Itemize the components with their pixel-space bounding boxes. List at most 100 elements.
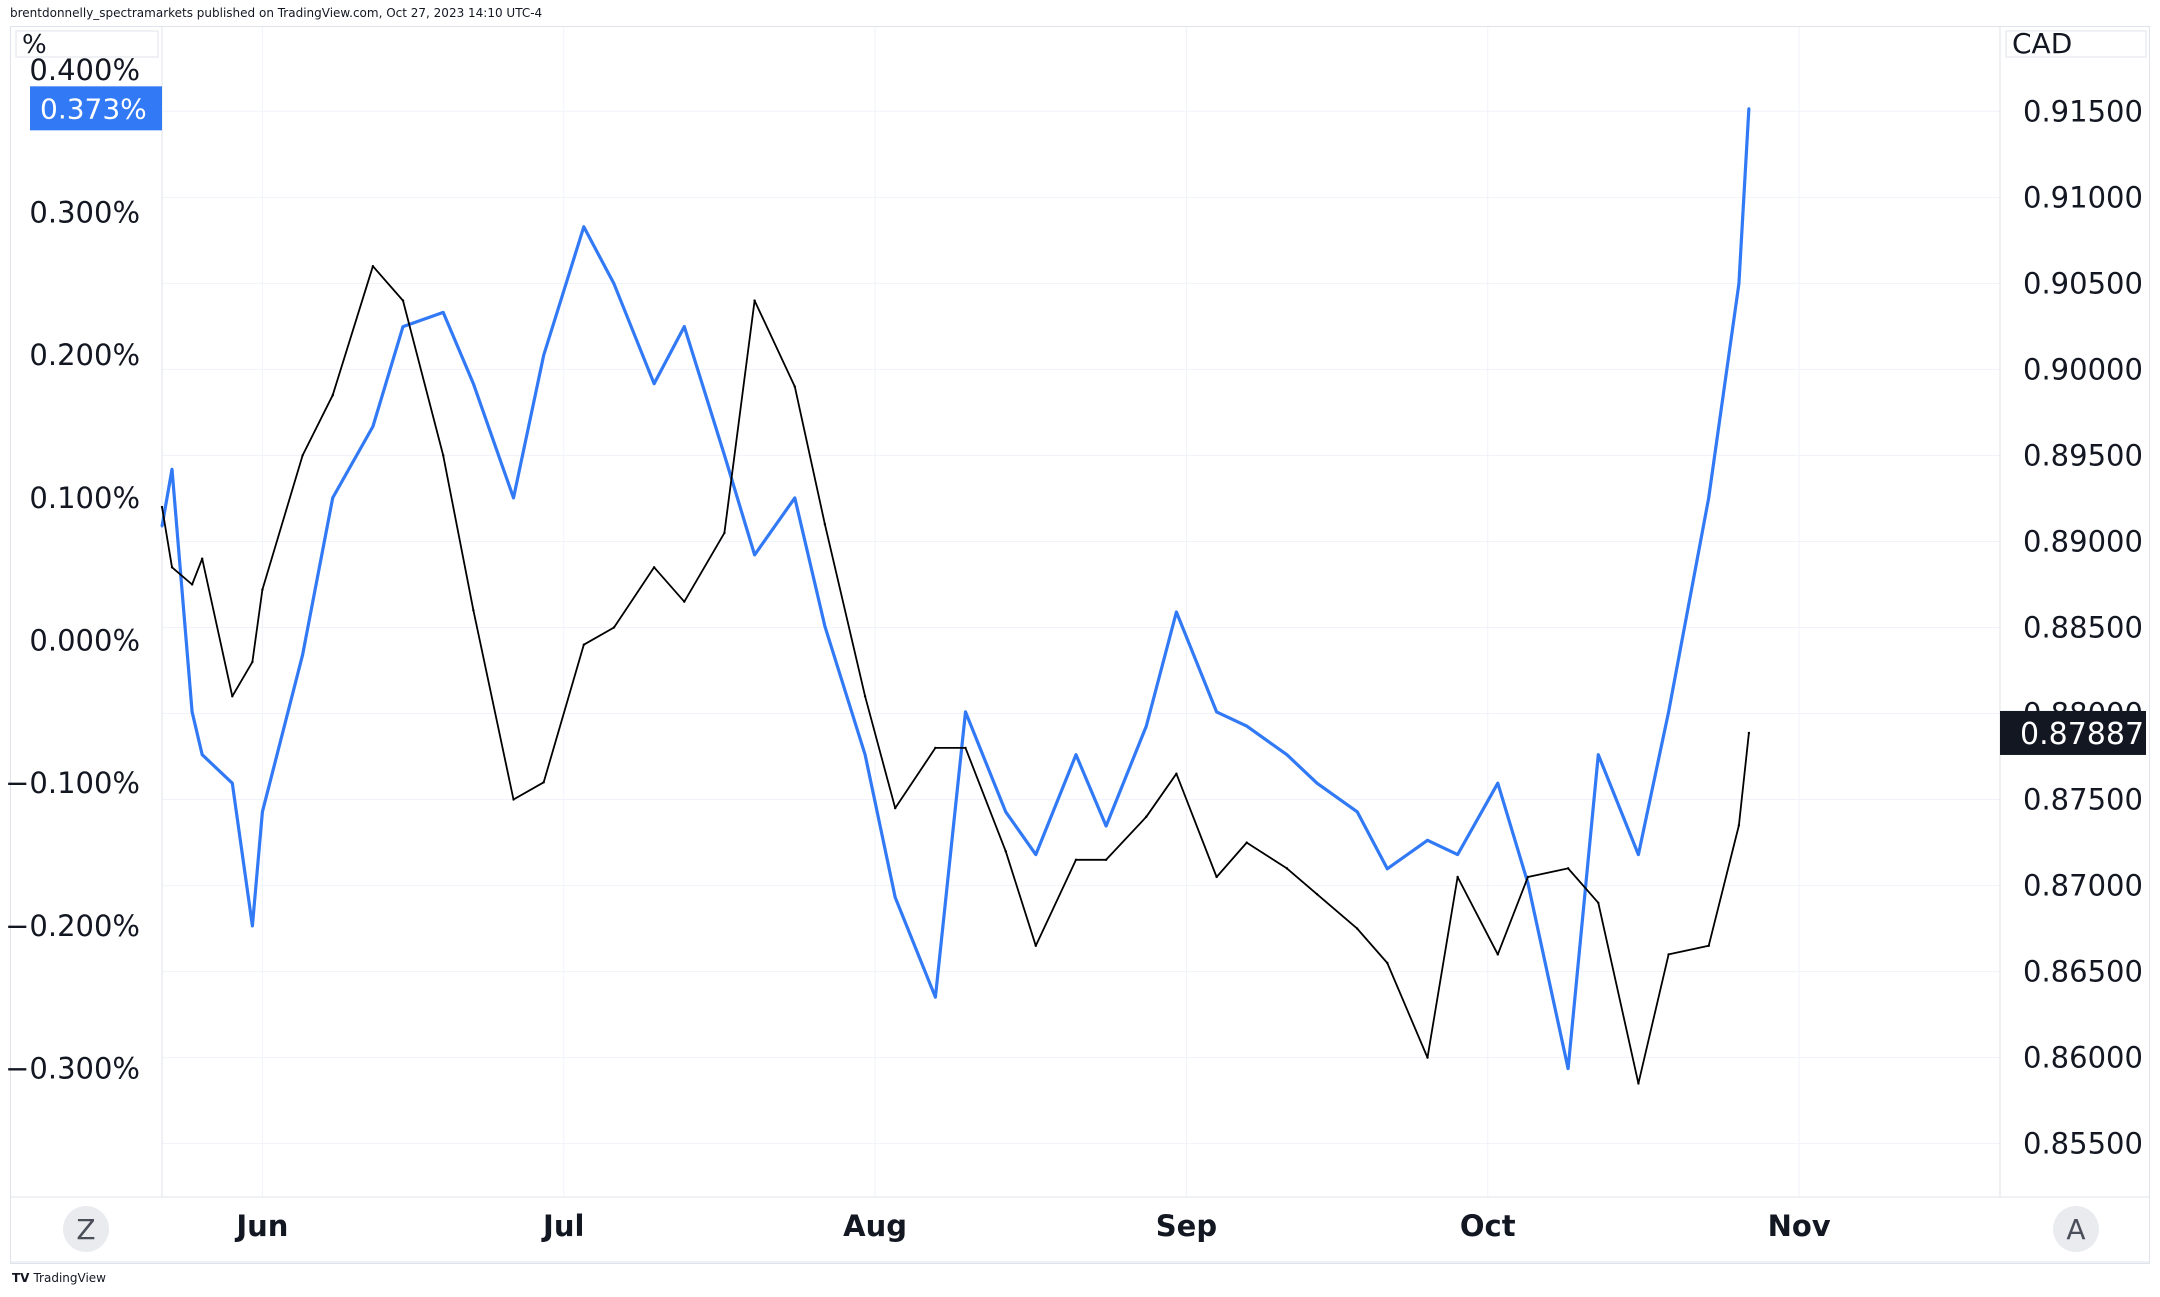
data-point xyxy=(683,325,686,328)
data-point xyxy=(793,385,796,388)
left-last-value-box xyxy=(30,86,162,131)
right-axis-tick-label: 0.86500 xyxy=(2023,955,2143,989)
data-point xyxy=(1074,753,1078,756)
data-point xyxy=(1566,867,1570,870)
data-point xyxy=(582,643,586,646)
right-axis-tick-label: 0.89000 xyxy=(2023,524,2143,558)
data-point xyxy=(1175,610,1178,614)
data-point xyxy=(1456,853,1459,856)
data-point xyxy=(1034,853,1038,856)
data-point xyxy=(964,710,967,714)
data-point xyxy=(1145,815,1148,818)
data-point xyxy=(401,299,405,302)
x-axis-tick-label: Nov xyxy=(1768,1209,1831,1243)
data-point xyxy=(512,798,515,801)
right-last-value-label: 0.87887 xyxy=(2020,717,2144,752)
data-point xyxy=(170,468,174,471)
left-scale-button[interactable]: Z xyxy=(63,1206,109,1252)
data-point xyxy=(1104,824,1108,828)
left-scale-button-circle[interactable] xyxy=(63,1206,109,1252)
x-axis-tick-label: Sep xyxy=(1156,1209,1217,1243)
data-point xyxy=(1566,1067,1570,1070)
right-axis-tick-label: 0.91000 xyxy=(2023,180,2143,214)
data-point xyxy=(823,625,827,628)
right-axis-tick-label: 0.90000 xyxy=(2023,352,2143,386)
data-point xyxy=(652,566,656,569)
x-axis-tick-label: Oct xyxy=(1460,1209,1516,1243)
data-point xyxy=(1737,282,1741,286)
chart-panel[interactable] xyxy=(10,26,2150,1264)
data-point xyxy=(753,553,756,557)
data-point xyxy=(1315,892,1319,896)
left-axis-tick-label: 0.200% xyxy=(29,338,140,372)
data-point xyxy=(1707,496,1710,500)
left-axis-unit: % xyxy=(22,30,47,60)
data-point xyxy=(1526,881,1530,885)
left-axis-ticks: 0.400% 0.300% 0.200% 0.100% 0.000% −0.100% −0.… xyxy=(5,53,140,1086)
data-point xyxy=(231,695,234,698)
x-axis-tick-label: Aug xyxy=(843,1209,907,1243)
left-axis-tick-label: 0.000% xyxy=(29,624,140,658)
data-point xyxy=(231,782,234,785)
data-point xyxy=(1004,849,1007,853)
data-point xyxy=(612,626,616,629)
right-axis-tick-label: 0.91500 xyxy=(2023,94,2143,128)
data-point xyxy=(1456,875,1459,879)
data-point xyxy=(1597,901,1600,904)
right-axis-tick-label: 0.88500 xyxy=(2023,610,2143,644)
right-last-value-box xyxy=(2000,710,2146,755)
right-axis-tick-label: 0.85500 xyxy=(2023,1127,2143,1161)
x-axis-ticks: Jun Jul Aug Sep Oct Nov xyxy=(234,1209,1830,1243)
right-axis-tick-label: 0.89500 xyxy=(2023,438,2143,472)
data-point xyxy=(893,896,897,899)
data-point xyxy=(893,806,897,810)
right-scale-button-circle[interactable] xyxy=(2053,1206,2099,1252)
right-scale-button[interactable]: A xyxy=(2053,1206,2099,1252)
data-point xyxy=(160,505,164,509)
data-point xyxy=(1737,824,1741,827)
data-point xyxy=(1074,858,1078,861)
data-point xyxy=(863,753,867,756)
data-point xyxy=(1637,1082,1640,1085)
tradingview-logo-mark: TV xyxy=(12,1271,30,1285)
data-point xyxy=(1215,875,1218,879)
data-point xyxy=(1034,944,1038,947)
right-unit-box xyxy=(2005,30,2147,58)
left-last-value-tag: 0.373% xyxy=(30,86,162,131)
data-point xyxy=(442,454,445,457)
data-point xyxy=(301,454,304,457)
tradingview-logo[interactable]: TV TradingView xyxy=(12,1271,106,1285)
tradingview-logo-text: TradingView xyxy=(33,1271,106,1285)
data-point xyxy=(1145,724,1148,728)
data-point xyxy=(301,653,304,657)
data-point xyxy=(1315,782,1319,785)
x-axis-tick-label: Jun xyxy=(234,1209,288,1243)
right-axis-tick-label: 0.90500 xyxy=(2023,266,2143,300)
left-axis-tick-label: 0.100% xyxy=(29,481,140,515)
data-point xyxy=(1215,710,1218,714)
data-point xyxy=(1175,772,1178,775)
data-point xyxy=(160,525,164,528)
data-point xyxy=(472,382,475,385)
data-point xyxy=(1667,710,1670,714)
data-point xyxy=(1285,867,1289,870)
left-axis-tick-label: −0.200% xyxy=(5,909,140,943)
left-scale-button-label[interactable]: Z xyxy=(76,1213,95,1246)
data-point xyxy=(200,753,204,756)
series-layer xyxy=(160,107,1751,1085)
right-axis-tick-label: 0.87500 xyxy=(2023,783,2143,817)
data-point xyxy=(331,394,334,397)
left-unit-box xyxy=(15,30,159,58)
data-point xyxy=(401,325,405,328)
data-point xyxy=(1285,753,1289,756)
data-point xyxy=(371,425,375,428)
data-point xyxy=(683,600,686,603)
data-point xyxy=(190,583,194,586)
left-axis-tick-label: −0.300% xyxy=(5,1052,140,1086)
left-last-value-label: 0.373% xyxy=(40,92,147,125)
right-scale-button-label[interactable]: A xyxy=(2066,1213,2085,1246)
data-point xyxy=(723,531,726,535)
data-point xyxy=(1637,853,1640,856)
data-point xyxy=(190,710,194,714)
